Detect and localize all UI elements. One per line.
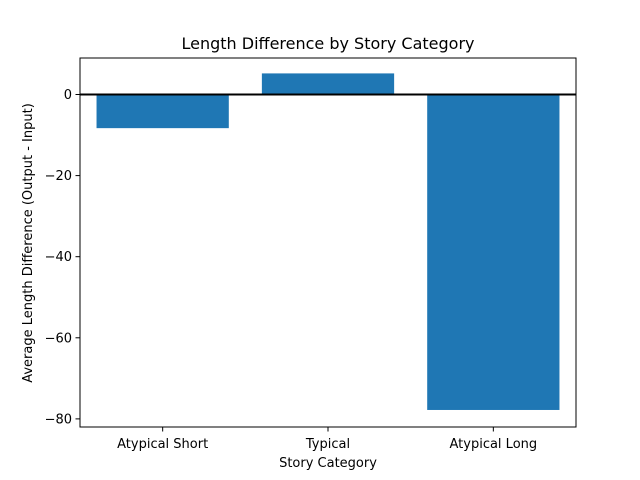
y-tick-label: 0	[64, 88, 72, 103]
bars-group	[96, 73, 560, 410]
bar-typical	[261, 73, 395, 95]
y-axis-label: Average Length Difference (Output - Inpu…	[21, 103, 36, 383]
x-axis-label: Story Category	[279, 456, 377, 471]
bar-atypical-short	[96, 94, 229, 129]
bar-atypical-long	[427, 94, 560, 410]
x-tick-label: Typical	[305, 437, 350, 452]
y-tick-label: −60	[45, 331, 72, 346]
y-tick-label: −40	[45, 250, 72, 265]
x-tick-label: Atypical Long	[450, 437, 538, 452]
x-tick-label: Atypical Short	[117, 437, 208, 452]
y-tick-label: −80	[45, 412, 72, 427]
x-axis-ticks: Atypical Short Typical Atypical Long	[117, 427, 537, 452]
y-axis-ticks: 0 −20 −40 −60 −80	[45, 88, 80, 427]
chart-title: Length Difference by Story Category	[182, 34, 475, 53]
y-tick-label: −20	[45, 169, 72, 184]
